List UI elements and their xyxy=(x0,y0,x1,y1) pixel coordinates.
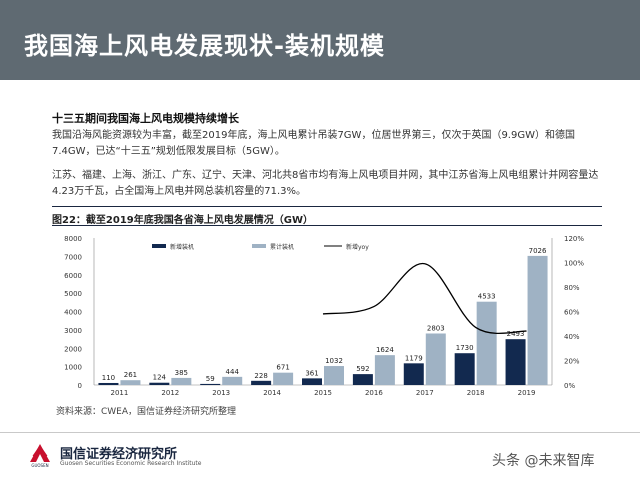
data-label-cumulative-2016: 1624 xyxy=(376,346,394,354)
logo-english-text: Guosen Securities Economic Research Inst… xyxy=(60,460,202,467)
data-label-new-2015: 361 xyxy=(305,369,318,377)
bar-new-2018 xyxy=(454,353,475,385)
bar-cumulative-2012 xyxy=(171,377,192,385)
figure-title: 图22：截至2019年底我国各省海上风电发展情况（GW） xyxy=(52,215,313,226)
guosen-logo: GUOSEN xyxy=(24,442,56,472)
header-bar: 我国海上风电发展现状-装机规模 xyxy=(0,0,640,80)
legend-swatch-new xyxy=(152,244,166,248)
bar-cumulative-2011 xyxy=(120,380,141,385)
y2-tick-label: 100% xyxy=(564,260,584,268)
y-tick-label: 5000 xyxy=(64,290,82,298)
section-heading: 十三五期间我国海上风电规模持续增长 xyxy=(52,112,239,125)
bar-new-2011 xyxy=(98,382,119,385)
legend-label-cumulative: 累计装机 xyxy=(270,243,294,251)
data-label-cumulative-2014: 671 xyxy=(276,364,289,372)
watermark: 头条 @未来智库 xyxy=(492,453,595,469)
data-label-new-2012: 124 xyxy=(153,374,167,382)
bar-cumulative-2017 xyxy=(425,333,446,385)
bar-cumulative-2016 xyxy=(374,355,395,385)
data-label-cumulative-2011: 261 xyxy=(124,371,137,379)
bar-cumulative-2014 xyxy=(273,372,294,385)
bar-cumulative-2018 xyxy=(476,301,497,385)
legend-label-yoy: 新增yoy xyxy=(346,243,369,251)
x-tick-label: 2012 xyxy=(161,389,179,397)
data-label-cumulative-2017: 2803 xyxy=(427,324,445,332)
x-tick-label: 2019 xyxy=(518,389,536,397)
bar-new-2014 xyxy=(251,380,272,385)
bar-new-2013 xyxy=(200,383,221,385)
bar-new-2015 xyxy=(302,378,322,385)
bar-new-2019 xyxy=(505,339,526,385)
chart-svg: 0 1000 2000 3000 4000 5000 6000 7000 8000 0% 20% 40… xyxy=(64,235,584,397)
y-tick-label: 3000 xyxy=(64,327,82,335)
data-label-new-2016: 592 xyxy=(356,365,369,373)
bar-cumulative-2015 xyxy=(324,366,344,385)
legend-swatch-cumulative xyxy=(252,244,266,248)
x-tick-label: 2011 xyxy=(111,389,129,397)
data-label-new-2019: 2493 xyxy=(507,330,525,338)
page-title: 我国海上风电发展现状-装机规模 xyxy=(24,32,385,60)
data-label-cumulative-2019: 7026 xyxy=(529,247,547,255)
data-label-cumulative-2015: 1032 xyxy=(325,357,343,365)
data-label-new-2013: 59 xyxy=(206,375,215,383)
y2-tick-label: 120% xyxy=(564,235,584,243)
y-tick-label: 1000 xyxy=(64,364,82,372)
data-label-new-2017: 1179 xyxy=(405,354,423,362)
bar-cumulative-2019 xyxy=(527,255,548,385)
data-label-cumulative-2012: 385 xyxy=(175,369,188,377)
y2-tick-label: 80% xyxy=(564,284,580,292)
data-label-new-2014: 228 xyxy=(254,372,267,380)
x-tick-label: 2013 xyxy=(212,389,230,397)
y-tick-label: 6000 xyxy=(64,272,82,280)
bar-new-2016 xyxy=(352,374,373,385)
figure-top-rule xyxy=(52,206,602,207)
data-label-cumulative-2013: 444 xyxy=(226,368,240,376)
x-tick-label: 2016 xyxy=(365,389,383,397)
data-label-new-2011: 110 xyxy=(102,374,115,382)
bar-cumulative-2013 xyxy=(222,376,243,385)
x-tick-label: 2018 xyxy=(467,389,485,397)
data-label-cumulative-2018: 4533 xyxy=(478,293,496,301)
paragraph-1: 我国沿海风能资源较为丰富，截至2019年底，海上风电累计吊装7GW，位居世界第三… xyxy=(52,130,575,157)
bar-new-2012 xyxy=(149,382,170,385)
series-line-yoy xyxy=(322,263,527,335)
y2-tick-label: 20% xyxy=(564,358,580,366)
paragraph-2: 江苏、福建、上海、浙江、广东、辽宁、天津、河北共8省市均有海上风电项目并网，其中… xyxy=(52,170,599,197)
legend-label-new: 新增装机 xyxy=(170,243,194,251)
y-tick-label: 2000 xyxy=(64,345,82,353)
chart-area: 0 1000 2000 3000 4000 5000 6000 7000 8000 0% 20% 40… xyxy=(52,228,602,402)
source-note: 资料来源：CWEA，国信证券经济研究所整理 xyxy=(56,407,237,417)
x-tick-label: 2014 xyxy=(263,389,281,397)
y-tick-label: 4000 xyxy=(64,309,82,317)
figure-title-rule xyxy=(52,225,602,226)
footer-rule xyxy=(0,432,640,433)
y-tick-label: 0 xyxy=(78,382,82,390)
y2-tick-label: 60% xyxy=(564,309,580,317)
y2-tick-label: 40% xyxy=(564,333,580,341)
x-tick-label: 2017 xyxy=(416,389,434,397)
data-label-new-2018: 1730 xyxy=(456,344,474,352)
x-tick-label: 2015 xyxy=(314,389,332,397)
logo-text: 国信证券经济研究所 xyxy=(60,447,178,462)
y-tick-label: 8000 xyxy=(64,235,82,243)
y-tick-label: 7000 xyxy=(64,253,82,261)
y2-tick-label: 0% xyxy=(564,382,575,390)
svg-text:GUOSEN: GUOSEN xyxy=(31,463,48,468)
bar-new-2017 xyxy=(403,363,424,385)
